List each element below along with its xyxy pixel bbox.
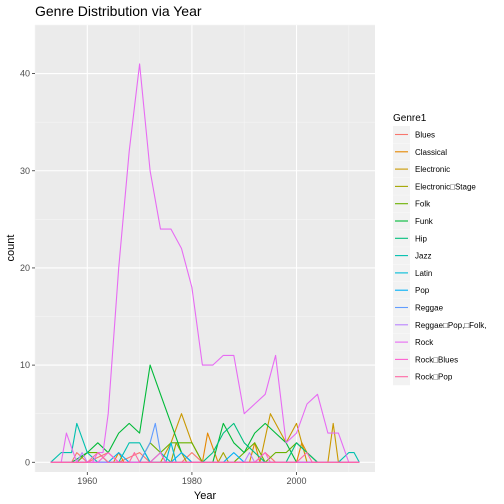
x-axis: 1960 1980 2000 <box>77 472 307 486</box>
y-tick-label: 40 <box>20 69 30 79</box>
legend-label: Electronic□Stage <box>415 182 476 191</box>
legend-label: Folk <box>415 200 431 209</box>
series-line <box>50 413 360 463</box>
legend-item: Funk <box>393 212 434 230</box>
legend: Genre1 Blues Classical Electronic Electroni… <box>393 113 486 386</box>
legend-item: Hip <box>393 229 428 247</box>
legend-label: Funk <box>415 217 434 226</box>
series-line <box>50 63 360 463</box>
legend-item: Pop <box>393 281 430 299</box>
legend-label: Rock□Pop <box>415 373 453 382</box>
legend-item: Electronic <box>393 160 450 178</box>
legend-label: Electronic <box>415 165 450 174</box>
legend-item: Electronic□Stage <box>393 177 476 195</box>
legend-label: Rock□Blues <box>415 355 458 364</box>
legend-item: Jazz <box>393 247 431 265</box>
legend-label: Hip <box>415 234 428 243</box>
legend-item: Rock□Blues <box>393 350 458 368</box>
legend-label: Latin <box>415 269 432 278</box>
legend-label: Reggae□Pop,□Folk, <box>415 321 486 330</box>
legend-label: Classical <box>415 148 447 157</box>
series-lines <box>50 63 360 463</box>
x-tick-label: 2000 <box>287 476 307 486</box>
y-axis: 0 10 20 30 40 <box>20 69 35 467</box>
legend-label: Pop <box>415 286 430 295</box>
y-tick-label: 20 <box>20 263 30 273</box>
y-tick-label: 10 <box>20 360 30 370</box>
legend-label: Blues <box>415 131 435 140</box>
legend-item: Latin <box>393 264 432 282</box>
legend-item: Reggae□Pop,□Folk, <box>393 316 486 334</box>
legend-item: Blues <box>393 126 435 143</box>
legend-item: Rock□Pop <box>393 368 453 386</box>
series-line <box>50 452 360 463</box>
plot-panel <box>35 25 375 472</box>
legend-title: Genre1 <box>393 113 427 124</box>
legend-label: Reggae <box>415 304 444 313</box>
y-axis-title: count <box>5 235 17 262</box>
x-axis-title: Year <box>194 490 217 502</box>
series-line <box>50 452 360 463</box>
x-tick-label: 1980 <box>182 476 202 486</box>
legend-item: Rock <box>393 333 434 351</box>
series-line <box>50 422 360 463</box>
legend-label: Jazz <box>415 252 431 261</box>
legend-label: Rock <box>415 338 434 347</box>
y-tick-label: 30 <box>20 166 30 176</box>
legend-item: Folk <box>393 195 431 213</box>
chart-title: Genre Distribution via Year <box>35 3 202 19</box>
x-tick-label: 1960 <box>77 476 97 486</box>
legend-item: Reggae <box>393 299 444 316</box>
legend-item: Classical <box>393 143 447 161</box>
series-line <box>50 452 360 463</box>
y-tick-label: 0 <box>25 457 30 467</box>
